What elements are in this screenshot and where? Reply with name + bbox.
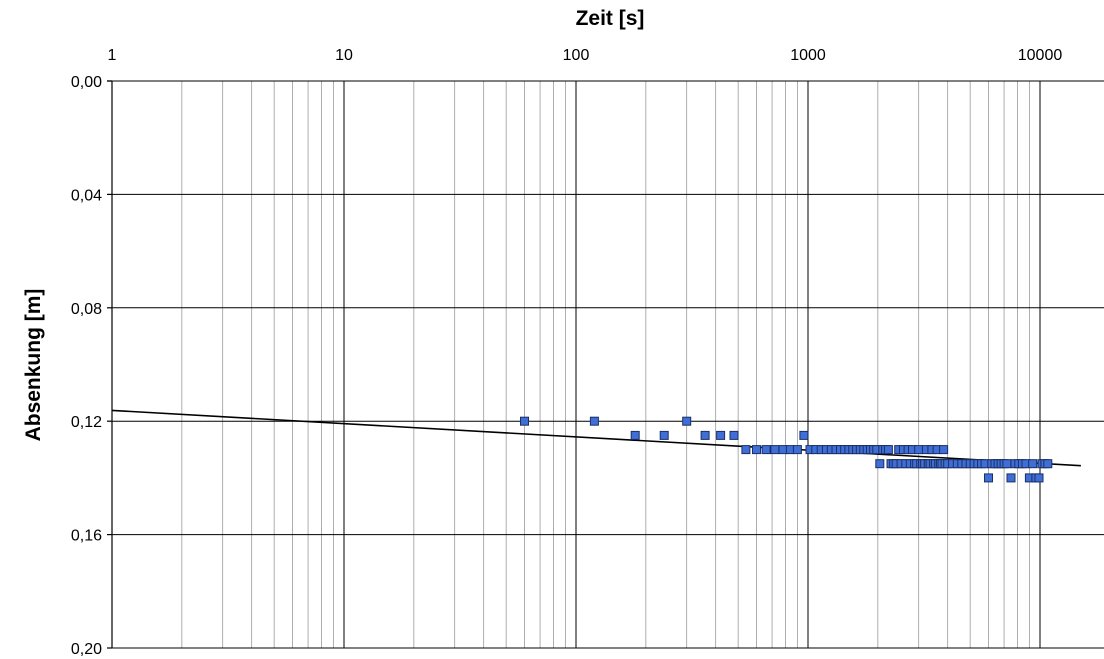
data-point: [1028, 459, 1038, 469]
data-point: [914, 445, 924, 455]
data-point: [984, 473, 993, 483]
data-point: [875, 459, 885, 469]
y-tick-label: 0,04: [71, 187, 102, 204]
x-tick-label: 10: [335, 47, 353, 64]
data-point: [1043, 459, 1053, 469]
grid: [111, 80, 1104, 649]
x-tick-label: 1000: [790, 47, 826, 64]
fit-line-group: [111, 409, 1081, 467]
y-tick-label: 0,16: [71, 528, 102, 545]
axes: [107, 80, 113, 649]
scatter-points: [520, 416, 1053, 483]
x-tick-label: 1: [108, 47, 117, 64]
data-point: [700, 430, 710, 440]
x-tick-label: 100: [563, 47, 590, 64]
data-point: [761, 445, 771, 455]
y-axis-title: Absenkung [m]: [22, 289, 45, 442]
data-point: [883, 445, 893, 455]
y-tick-labels: 0,00 0,04 0,08 0,12 0,16 0,20: [71, 74, 102, 658]
data-point: [1006, 473, 1016, 483]
data-point: [792, 445, 802, 455]
y-tick-label: 0,00: [71, 74, 102, 91]
fit-line: [111, 409, 1081, 467]
data-point: [770, 445, 780, 455]
y-tick-label: 0,08: [71, 301, 102, 318]
y-tick-label: 0,12: [71, 414, 102, 431]
x-axis-title: Zeit [s]: [576, 7, 645, 30]
data-point: [752, 445, 761, 455]
data-point: [778, 445, 788, 455]
data-point: [589, 416, 599, 426]
data-point: [659, 430, 669, 440]
data-point: [520, 416, 529, 426]
data-point: [1034, 473, 1044, 483]
x-tick-labels: 1 10 100 1000 10000: [108, 47, 1063, 64]
data-point: [799, 430, 809, 440]
data-point: [716, 430, 726, 440]
x-tick-label: 10000: [1018, 47, 1063, 64]
data-point: [939, 445, 949, 455]
data-point: [630, 430, 640, 440]
data-point: [741, 445, 751, 455]
y-tick-label: 0,20: [71, 641, 102, 658]
data-point: [1002, 459, 1012, 469]
data-point: [682, 416, 692, 426]
data-point: [729, 430, 739, 440]
